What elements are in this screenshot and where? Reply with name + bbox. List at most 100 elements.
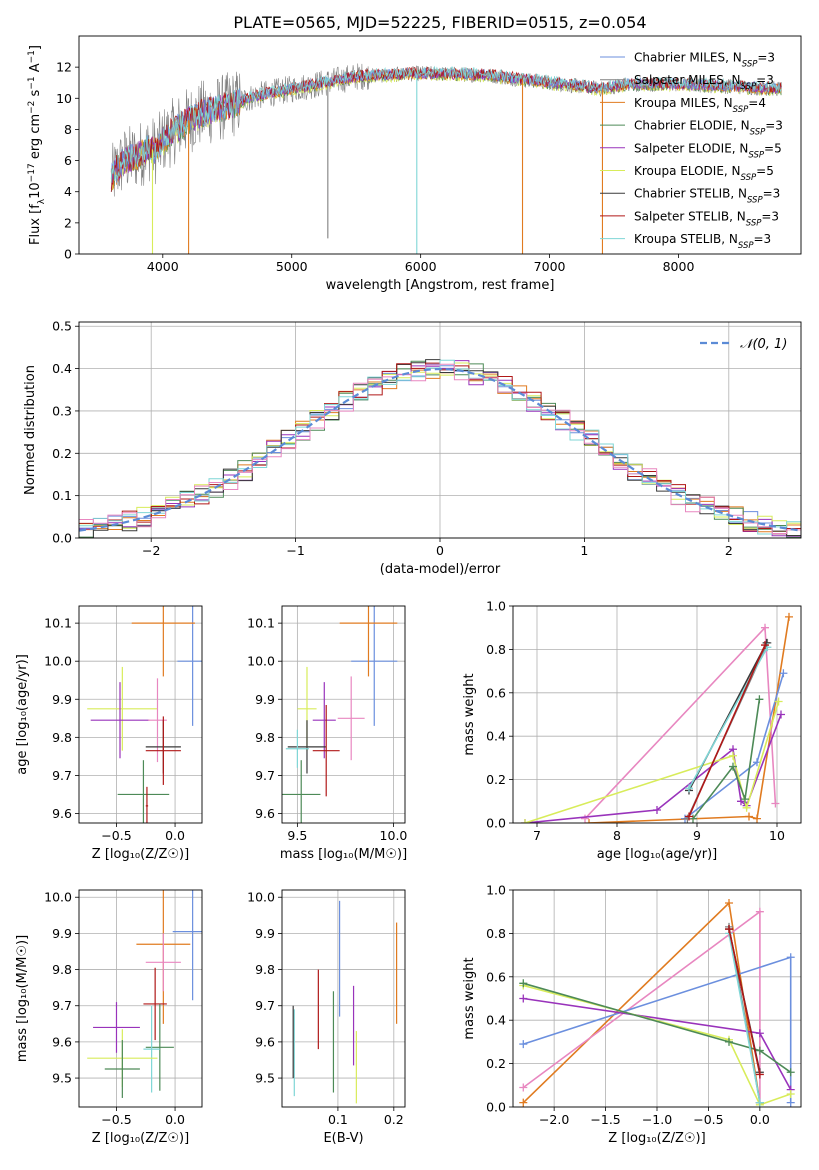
mass-weight-marker (755, 1070, 764, 1079)
spectrum-y-tick-label: 2 (64, 215, 72, 230)
age-vs-Z-x-ticks: −0.5 0.0 (101, 606, 185, 843)
spectrum-legend: Chabrier MILES, NSSP=3 Salpeter MILES, NS… (600, 51, 783, 251)
mass-weight-marker (729, 751, 737, 760)
mass-vs-Z-y-tick-label: 9.8 (52, 962, 72, 977)
mass-weight-marker (774, 697, 783, 706)
mass-weight-line (524, 701, 780, 823)
age-vs-mass-x-ticks: 9.5 10.0 (287, 606, 407, 843)
residuals-y-tick-label: 0.5 (52, 319, 72, 334)
weight-vs-age-x-axis-label: age [log₁₀(age/yr)] (597, 847, 718, 862)
mass-vs-Z-y-tick-label: 10.0 (44, 890, 72, 905)
weight-vs-age-frame (512, 605, 802, 824)
weight-vs-Z-frame (512, 889, 802, 1108)
age-vs-mass-y-tick-label: 9.8 (255, 730, 275, 745)
age-vs-Z-frame (78, 605, 203, 824)
weight-vs-Z-y-tick-label: 0.4 (486, 1013, 506, 1028)
mass-vs-Z-y-ticks: 9.5 9.6 9.7 9.8 9.9 10.0 (44, 890, 202, 1086)
mass-vs-Z-x-ticks: −0.5 0.0 (101, 890, 185, 1127)
weight-vs-age-y-axis-label: mass weight (462, 673, 477, 755)
age-vs-mass-frame (281, 605, 406, 824)
weight-vs-Z-y-axis-label: mass weight (462, 957, 477, 1039)
mass-weight-marker (761, 641, 769, 650)
spectrum-x-ticks: 4000 5000 6000 7000 8000 (147, 254, 695, 274)
spectrum-y-tick-label: 0 (64, 247, 72, 262)
age-vs-Z-x-axis-label: Z [log₁₀(Z/Z☉)] (92, 847, 189, 862)
mass-weight-line (523, 982, 792, 1073)
age-vs-mass-panel: 9.5 10.0 9.6 9.7 9.8 9.9 10.0 10.1 mass [log₁₀(M… (247, 605, 407, 862)
weight-vs-age-y-tick-label: 0.8 (486, 642, 506, 657)
mass-vs-ebv-y-tick-label: 9.8 (255, 962, 275, 977)
mass-vs-ebv-y-tick-label: 9.7 (255, 998, 275, 1013)
mass-weight-line (728, 933, 761, 1103)
mass-weight-marker (725, 1037, 733, 1046)
mass-weight-marker (745, 812, 753, 821)
spectrum-x-tick-label: 8000 (663, 259, 695, 274)
error-bar-point (143, 1005, 160, 1093)
mass-weight-marker (761, 623, 769, 632)
weight-vs-Z-x-tick-label: −2.0 (539, 1112, 569, 1127)
mass-weight-marker (685, 784, 693, 793)
mass-vs-ebv-plot-area (292, 900, 398, 1104)
spectrum-y-ticks: 0 2 4 6 8 10 12 (56, 60, 79, 262)
mass-weight-marker (725, 899, 733, 908)
mass-weight-marker (786, 953, 795, 962)
mass-weight-marker (729, 762, 737, 771)
residual-legend: 𝒩(0, 1) (700, 337, 787, 352)
mass-vs-ebv-x-tick-label: 0.2 (384, 1112, 404, 1127)
age-vs-mass-plot-area (282, 606, 398, 823)
mass-vs-ebv-frame (281, 889, 406, 1108)
residual-histogram (79, 363, 801, 536)
weight-vs-Z-y-tick-label: 0.8 (486, 926, 506, 941)
weight-vs-Z-x-tick-label: −1.5 (590, 1112, 620, 1127)
error-bar-point (285, 729, 309, 768)
mass-vs-ebv-panel: 0.1 0.2 9.5 9.6 9.7 9.8 9.9 10.0 E(B-V) (247, 889, 406, 1146)
residuals-y-tick-label: 0.4 (52, 361, 72, 376)
mass-weight-line (522, 901, 761, 1104)
mass-weight-marker (786, 1068, 795, 1077)
error-bar-point (172, 890, 202, 1001)
weight-vs-age-y-tick-label: 1.0 (486, 599, 506, 614)
weight-vs-Z-x-ticks: −2.0 −1.5 −1.0 −0.5 0.0 (539, 890, 770, 1127)
spectrum-x-tick-label: 5000 (276, 259, 308, 274)
mass-vs-Z-y-axis-label: mass [log₁₀(M/M☉)] (15, 935, 30, 1062)
residuals-y-tick-label: 0.1 (52, 488, 72, 503)
residuals-panel: −2 −1 0 1 2 0.0 0.1 0.2 0.3 0.4 0.5 (data-model)/er… (23, 319, 802, 577)
mass-weight-marker (755, 1046, 764, 1055)
age-vs-Z-x-tick-label: −0.5 (101, 828, 131, 843)
mass-vs-Z-y-tick-label: 9.6 (52, 1034, 72, 1049)
mass-weight-line (728, 928, 761, 1075)
mass-vs-Z-plot-area (87, 890, 202, 1098)
model-spectrum-line (110, 65, 782, 183)
weight-vs-age-plot-area (521, 612, 793, 823)
age-vs-mass-y-tick-label: 9.7 (255, 768, 275, 783)
age-vs-Z-y-tick-label: 9.7 (52, 768, 72, 783)
error-bar-point (148, 678, 167, 763)
error-bar-point (282, 760, 321, 823)
residuals-y-tick-label: 0.2 (52, 446, 72, 461)
spectrum-y-tick-label: 10 (56, 91, 72, 106)
age-vs-mass-y-tick-label: 10.0 (247, 654, 275, 669)
weight-vs-age-y-ticks: 0.0 0.2 0.4 0.6 0.8 1.0 (486, 599, 801, 831)
error-bar-point (145, 1003, 174, 1091)
error-bar-point (104, 1040, 140, 1098)
error-bar-point (131, 606, 195, 677)
error-bar-point (177, 606, 202, 726)
spectrum-x-tick-label: 7000 (534, 259, 566, 274)
mass-weight-marker (519, 1083, 528, 1092)
weight-vs-age-panel: 7 8 9 10 0.0 0.2 0.4 0.6 0.8 1.0 age [log₁₀(age/yr… (462, 599, 802, 862)
weight-vs-age-y-tick-label: 0.2 (486, 772, 506, 787)
legend-entry: Chabrier MILES, NSSP=3 (634, 51, 775, 70)
age-vs-mass-y-tick-label: 10.1 (247, 616, 275, 631)
mass-vs-Z-frame (78, 889, 203, 1108)
mass-weight-marker (755, 695, 764, 704)
mass-vs-Z-y-tick-label: 9.5 (52, 1071, 72, 1086)
residuals-x-tick-label: 1 (580, 543, 588, 558)
age-vs-mass-y-tick-label: 9.9 (255, 692, 275, 707)
spectrum-frame (78, 35, 802, 255)
weight-vs-age-x-tick-label: 8 (613, 828, 621, 843)
residuals-plot-area (79, 359, 801, 538)
gaussian-curve (79, 367, 801, 532)
weight-vs-Z-y-tick-label: 1.0 (486, 883, 506, 898)
error-bar-point (339, 606, 398, 677)
